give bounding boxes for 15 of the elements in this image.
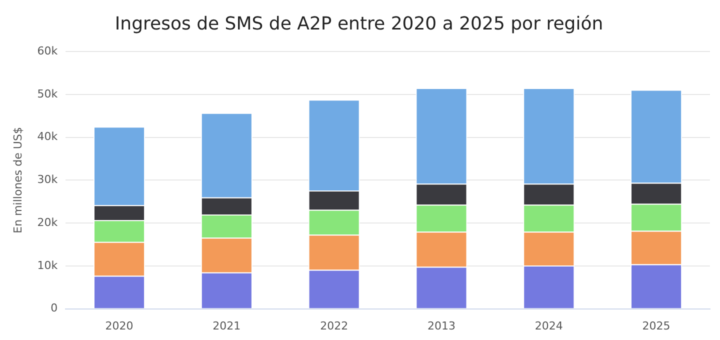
y-tick-label: 60k xyxy=(37,44,58,58)
x-tick-label: 2022 xyxy=(320,319,348,332)
x-tick-label: 2024 xyxy=(534,319,563,332)
y-tick-label: 30k xyxy=(37,173,58,186)
x-tick-label: 2021 xyxy=(212,319,241,332)
chart-title: Ingresos de SMS de A2P entre 2020 a 2025 por región xyxy=(114,13,604,34)
x-tick-label: 2020 xyxy=(105,319,134,332)
x-tick-label: 2025 xyxy=(642,319,670,332)
y-tick-label: 20k xyxy=(37,216,58,229)
y-tick-label: 10k xyxy=(37,258,58,272)
x-tick-label: 2013 xyxy=(427,319,456,332)
y-tick-label: 40k xyxy=(37,130,58,144)
y-tick-label: 0 xyxy=(50,302,58,315)
y-axis-title: En millones de US$ xyxy=(11,127,24,234)
y-tick-label: 50k xyxy=(37,87,58,100)
